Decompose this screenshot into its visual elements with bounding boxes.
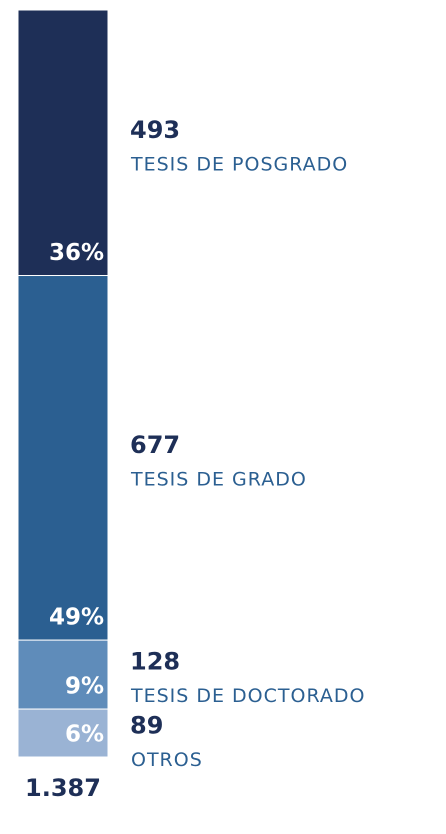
series-name: OTROS — [131, 749, 203, 771]
series-name: TESIS DE POSGRADO — [130, 153, 348, 175]
series-name: TESIS DE GRADO — [130, 468, 307, 490]
value-label: 677 — [130, 431, 180, 459]
percent-label: 6% — [65, 722, 104, 748]
series-name: TESIS DE DOCTORADO — [130, 685, 365, 707]
value-label: 128 — [130, 648, 180, 676]
bar-segment — [17, 639, 109, 710]
value-label: 89 — [130, 712, 163, 740]
bar-segment — [17, 9, 109, 277]
percent-label: 9% — [65, 674, 104, 700]
bar-segment — [17, 708, 109, 758]
value-label: 493 — [130, 116, 180, 144]
percent-label: 36% — [49, 240, 104, 266]
total-label: 1.387 — [25, 774, 101, 802]
bar-segment — [17, 275, 109, 641]
percent-label: 49% — [49, 605, 104, 631]
